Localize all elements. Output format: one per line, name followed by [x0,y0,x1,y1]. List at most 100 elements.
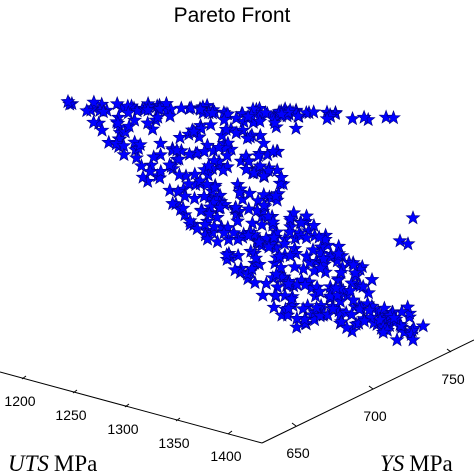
data-point-star [315,250,331,266]
data-point-star [175,200,191,215]
data-point-star [345,257,362,272]
data-point-star [392,233,408,248]
data-point-star [339,319,355,335]
data-point-star [282,247,298,263]
data-point-star [267,115,283,130]
data-point-star [360,296,376,311]
data-point-star [216,112,232,127]
data-point-star [268,188,284,203]
data-point-star [364,271,380,287]
data-point-star [247,274,263,290]
data-point-star [342,282,358,298]
data-point-star [331,245,347,261]
data-point-star [288,120,304,135]
data-point-star [153,147,169,162]
data-point-star [173,100,189,115]
data-point-star [109,96,125,111]
data-point-star [268,266,284,281]
y-tick-mark [368,385,374,390]
data-point-star [181,175,197,191]
data-point-star [394,304,410,319]
x-axis-label: UTS MPa [8,451,97,474]
data-point-star [376,300,392,315]
data-point-star [199,176,215,191]
data-point-star [312,283,328,299]
data-point-star [265,143,281,158]
data-point-star [256,135,272,150]
data-point-star [385,110,401,125]
data-point-star [281,300,297,315]
data-point-star [405,210,421,225]
data-point-star [232,184,248,199]
data-point-star [79,102,95,118]
data-point-star [287,259,303,274]
data-point-star [192,101,208,116]
y-axis-label: YS MPa [380,451,453,474]
data-point-star [153,135,169,150]
data-point-star [218,121,234,136]
x-tick-mark [175,417,181,422]
data-point-star [361,302,377,317]
data-point-star [133,158,149,173]
data-point-star [252,158,268,173]
data-point-star [228,125,244,140]
data-point-star [248,250,264,265]
data-point-star [120,105,136,120]
data-point-star [277,288,293,303]
data-point-star [309,299,325,315]
x-axis: 1200 1250 1300 1350 1400 UTS MPa [0,371,263,474]
data-point-star [306,217,322,233]
data-point-star [172,129,188,145]
data-point-star [132,136,148,152]
data-point-star [110,115,126,130]
data-point-star [193,120,209,136]
data-point-star [415,318,431,333]
data-point-star [221,231,237,247]
data-point-star [219,251,235,266]
data-point-star [313,260,329,275]
data-point-star [282,210,298,225]
data-point-star [280,307,296,322]
data-point-star [183,100,199,115]
data-point-star [256,168,272,183]
data-point-star [261,239,277,254]
data-point-star [298,229,314,245]
data-point-star [333,264,349,279]
data-point-star [165,195,181,211]
data-point-star [244,261,260,276]
y-tick-label: 700 [363,408,387,424]
data-point-star [200,231,216,246]
data-points [60,93,431,347]
data-point-star [152,101,168,116]
data-point-star [197,216,213,232]
data-point-star [306,104,322,119]
data-point-star [290,108,306,123]
data-point-star [116,146,132,162]
data-point-star [240,108,256,124]
data-point-star [305,242,321,257]
data-point-star [284,291,300,306]
data-point-star [386,310,402,325]
data-point-star [277,236,293,251]
data-point-star [162,157,178,172]
x-tick-label: 1400 [210,448,241,464]
y-tick-mark [446,348,452,353]
data-point-star [203,116,219,132]
data-point-star [186,123,202,138]
data-point-star [352,301,368,316]
data-point-star [101,134,117,149]
data-point-star [254,217,270,232]
x-axis-line [0,371,263,444]
data-point-star [289,319,305,334]
data-point-star [356,313,372,328]
data-point-star [328,280,344,295]
data-point-star [269,279,285,294]
data-point-star [244,215,260,230]
data-point-star [378,109,394,124]
data-point-star [238,161,254,176]
data-point-star [209,234,225,249]
data-point-star [405,332,421,347]
data-point-star [228,199,244,214]
data-point-star [330,272,346,287]
